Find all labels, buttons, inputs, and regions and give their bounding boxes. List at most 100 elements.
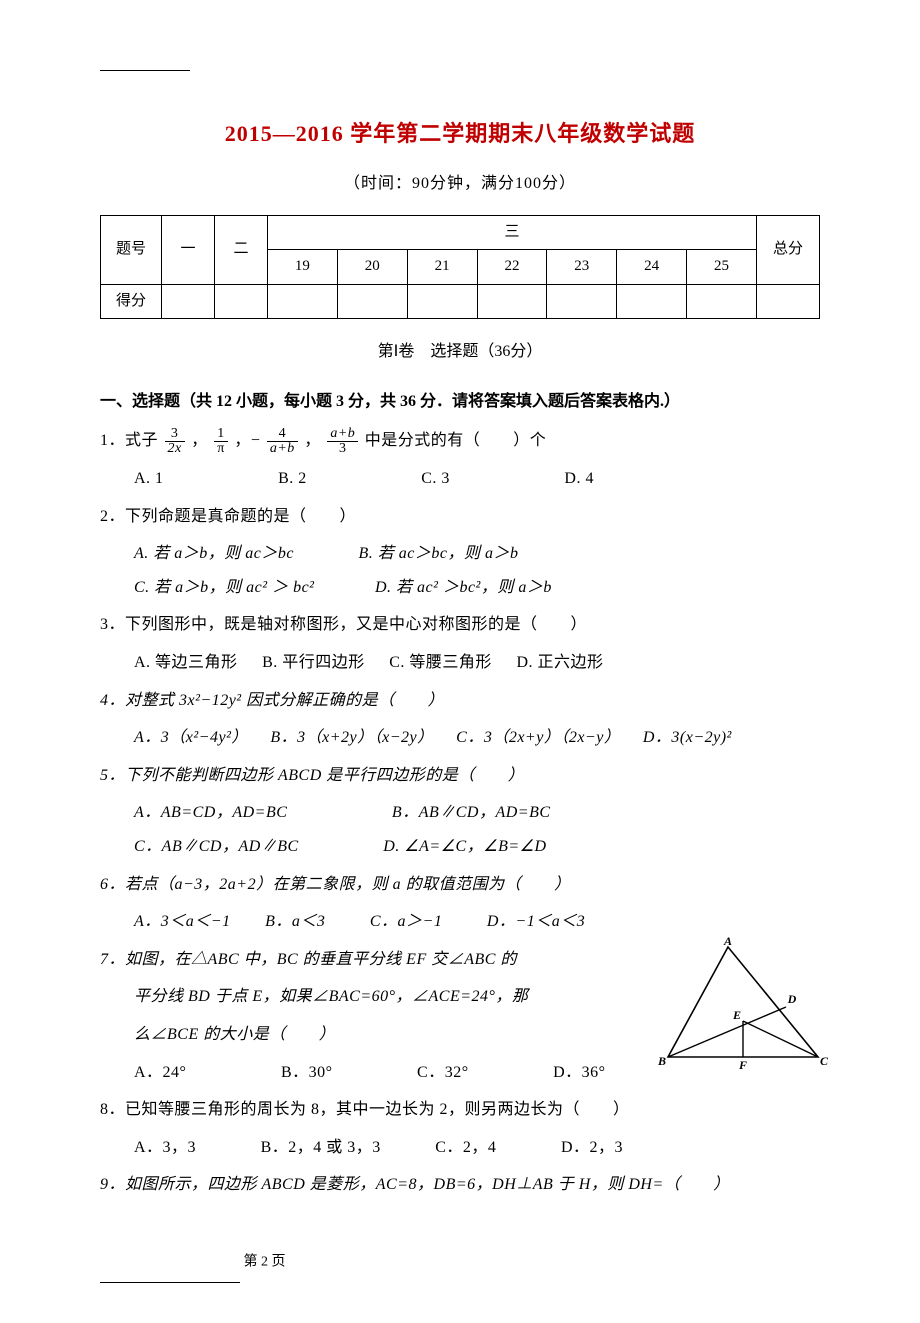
- sub-col: 21: [407, 250, 477, 285]
- opt-d: D. 若 ac² ＞bc²，则 a＞b: [375, 579, 552, 596]
- footer-rule: [100, 1282, 240, 1283]
- q5-options-row2: C．AB∥CD，AD∥BC D. ∠A=∠C，∠B=∠D: [134, 830, 820, 864]
- opt-b: B. 平行四边形: [262, 654, 365, 671]
- q6-stem: 6．若点（a−3，2a+2）在第二象限，则 a 的取值范围为（ ）: [100, 876, 571, 893]
- question-6: 6．若点（a−3，2a+2）在第二象限，则 a 的取值范围为（ ）: [100, 868, 820, 902]
- opt-b: B. 若 ac＞bc，则 a＞b: [358, 545, 518, 562]
- opt-d: D．−1＜a＜3: [487, 913, 585, 930]
- sub-col: 23: [547, 250, 617, 285]
- row-score-label: 得分: [101, 284, 162, 319]
- frac-num: 1: [214, 427, 228, 442]
- q4-options: A．3（x²−4y²） B．3（x+2y）（x−2y） C．3（2x+y）（2x…: [134, 721, 820, 755]
- q6-options: A．3＜a＜−1 B．a＜3 C．a＞−1 D．−1＜a＜3: [134, 905, 820, 939]
- label-d: D: [787, 992, 797, 1006]
- q2-options-row1: A. 若 a＞b，则 ac＞bc B. 若 ac＞bc，则 a＞b: [134, 537, 820, 571]
- question-1: 1．式子 32x ， 1π ，− 4a+b ， a+b3 中是分式的有（ ）个: [100, 424, 820, 458]
- triangle-figure: A B C D E F: [638, 937, 838, 1077]
- frac-num: 4: [267, 427, 298, 442]
- table-row: 得分: [101, 284, 820, 319]
- fraction: a+b3: [327, 427, 358, 456]
- question-8: 8．已知等腰三角形的周长为 8，其中一边长为 2，则另两边长为（ ）: [100, 1093, 820, 1127]
- opt-d: D. ∠A=∠C，∠B=∠D: [383, 838, 546, 855]
- opt-c: C. 等腰三角形: [389, 654, 492, 671]
- score-cell: [337, 284, 407, 319]
- q3-options: A. 等边三角形 B. 平行四边形 C. 等腰三角形 D. 正六边形: [134, 646, 820, 680]
- opt-d: D．36°: [553, 1064, 605, 1081]
- score-cell: [547, 284, 617, 319]
- opt-a: A．24°: [134, 1064, 186, 1081]
- opt-b: B．30°: [281, 1064, 333, 1081]
- fraction: 4a+b: [267, 427, 298, 456]
- score-cell: [162, 284, 215, 319]
- opt-c: C．32°: [417, 1064, 469, 1081]
- fraction: 1π: [214, 427, 228, 456]
- top-short-rule: [100, 70, 190, 71]
- q7-text3: 么∠BCE 的大小是（ ）: [134, 1026, 335, 1043]
- opt-a: A．3，3: [134, 1139, 196, 1156]
- opt-a: A. 1: [134, 470, 164, 487]
- label-e: E: [732, 1008, 741, 1022]
- question-5: 5．下列不能判断四边形 ABCD 是平行四边形的是（ ）: [100, 759, 820, 793]
- sep: ，−: [234, 432, 260, 449]
- label-c: C: [820, 1054, 829, 1068]
- col-three: 三: [268, 215, 757, 250]
- score-cell: [477, 284, 547, 319]
- q2-options-row2: C. 若 a＞b，则 ac² ＞ bc² D. 若 ac² ＞bc²，则 a＞b: [134, 571, 820, 605]
- sub-col: 22: [477, 250, 547, 285]
- opt-a: A. 等边三角形: [134, 654, 238, 671]
- frac-num: 3: [165, 427, 185, 442]
- frac-num: a+b: [327, 427, 358, 442]
- q1-pre: 1．式子: [100, 432, 158, 449]
- opt-d: D. 4: [564, 470, 594, 487]
- opt-c: C．a＞−1: [370, 913, 442, 930]
- label-a: A: [723, 937, 732, 948]
- q5-stem: 5．下列不能判断四边形 ABCD 是平行四边形的是（ ）: [100, 767, 524, 784]
- q8-options: A．3，3 B．2，4 或 3，3 C．2，4 D．2，3: [134, 1131, 820, 1165]
- score-cell: [215, 284, 268, 319]
- opt-a: A．3（x²−4y²）: [134, 729, 248, 746]
- q9-stem: 9．如图所示，四边形 ABCD 是菱形，AC=8，DB=6，DH⊥AB 于 H，…: [100, 1176, 730, 1193]
- frac-den: a+b: [267, 442, 298, 456]
- question-9: 9．如图所示，四边形 ABCD 是菱形，AC=8，DB=6，DH⊥AB 于 H，…: [100, 1168, 820, 1202]
- page-footer: 第 2 页: [100, 1242, 820, 1283]
- label-b: B: [657, 1054, 666, 1068]
- score-table: 题号 一 二 三 总分 19 20 21 22 23 24 25 得分: [100, 215, 820, 320]
- sub-col: 20: [337, 250, 407, 285]
- opt-c: C．3（2x+y）（2x−y）: [456, 729, 620, 746]
- q1-options: A. 1 B. 2 C. 3 D. 4: [134, 462, 820, 496]
- part-label: 第Ⅰ卷 选择题（36分）: [100, 335, 820, 369]
- opt-b: B．3（x+2y）（x−2y）: [270, 729, 433, 746]
- q5-options-row1: A．AB=CD，AD=BC B．AB∥CD，AD=BC: [134, 796, 820, 830]
- col-two: 二: [215, 215, 268, 284]
- score-cell: [268, 284, 338, 319]
- opt-a: A. 若 a＞b，则 ac＞bc: [134, 545, 294, 562]
- question-4: 4．对整式 3x²−12y² 因式分解正确的是（ ）: [100, 684, 820, 718]
- sub-col: 19: [268, 250, 338, 285]
- frac-den: 2x: [165, 442, 185, 456]
- frac-den: 3: [327, 442, 358, 456]
- opt-d: D. 正六边形: [516, 654, 603, 671]
- col-total: 总分: [757, 215, 820, 284]
- table-row: 题号 一 二 三 总分: [101, 215, 820, 250]
- sep: ，: [304, 432, 321, 449]
- frac-den: π: [214, 442, 228, 456]
- opt-b: B. 2: [278, 470, 307, 487]
- q7-text2: 平分线 BD 于点 E，如果∠BAC=60°，∠ACE=24°，那: [134, 988, 528, 1005]
- opt-d: D．2，3: [561, 1139, 623, 1156]
- question-2: 2．下列命题是真命题的是（ ）: [100, 500, 820, 534]
- opt-b: B．AB∥CD，AD=BC: [392, 804, 551, 821]
- footer-text: 第 2 页: [244, 1255, 286, 1270]
- sub-col: 25: [687, 250, 757, 285]
- subtitle: （时间：90分钟，满分100分）: [100, 167, 820, 201]
- q7-text1: 7．如图，在△ABC 中，BC 的垂直平分线 EF 交∠ABC 的: [100, 951, 517, 968]
- opt-c: C. 若 a＞b，则 ac² ＞ bc²: [134, 579, 314, 596]
- opt-c: C. 3: [421, 470, 450, 487]
- score-cell: [407, 284, 477, 319]
- q1-post: 中是分式的有（ ）个: [365, 432, 547, 449]
- opt-c: C．2，4: [435, 1139, 496, 1156]
- fraction: 32x: [165, 427, 185, 456]
- col-label: 题号: [101, 215, 162, 284]
- title-text: 2015—2016 学年第二学期期末八年级数学试题: [225, 121, 696, 146]
- opt-b: B．2，4 或 3，3: [261, 1139, 381, 1156]
- question-3: 3．下列图形中，既是轴对称图形，又是中心对称图形的是（ ）: [100, 608, 820, 642]
